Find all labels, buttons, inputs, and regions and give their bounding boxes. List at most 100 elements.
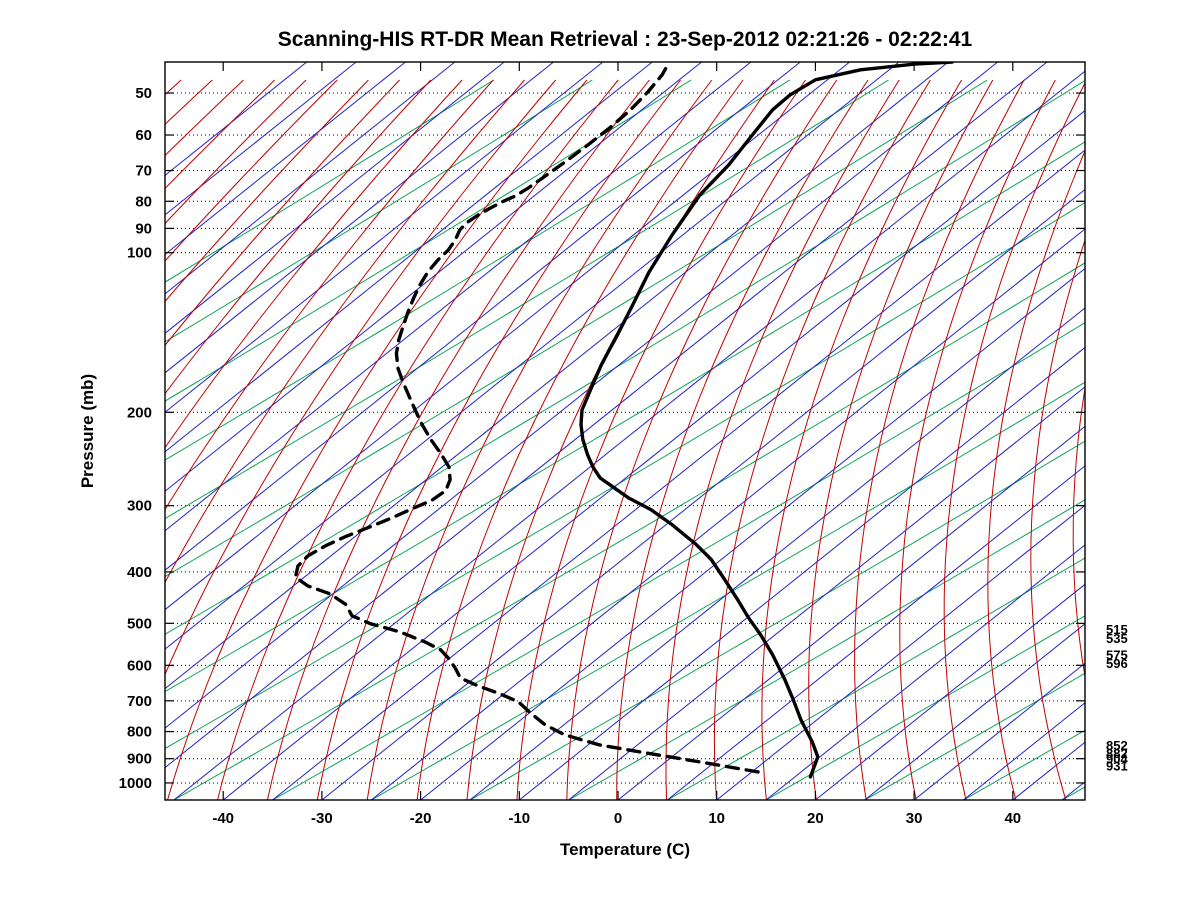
isotherm-line — [165, 141, 1085, 693]
isotherm-line — [864, 672, 1085, 800]
dry-adiabat-line — [266, 79, 650, 800]
mixing-ratio-line — [165, 62, 702, 492]
mixing-ratio-line — [765, 544, 1085, 800]
dry-adiabat-line — [808, 79, 994, 800]
x-tick-label: -10 — [508, 810, 530, 827]
y-tick-label: 100 — [127, 245, 152, 262]
y-tick-label: 60 — [135, 127, 152, 144]
isotherm-line — [165, 201, 1085, 750]
y-tick-label: 50 — [135, 85, 152, 102]
mixing-ratio-line — [165, 62, 900, 650]
level-annotation: 931 — [1106, 758, 1128, 773]
mixing-ratio-line — [165, 62, 554, 374]
dry-adiabat-line — [316, 79, 681, 800]
mixing-ratio-line — [716, 504, 1085, 800]
mixing-ratio-line — [1061, 781, 1085, 800]
dry-adiabat-line — [165, 79, 182, 96]
x-tick-label: -20 — [410, 810, 432, 827]
y-tick-label: 300 — [127, 498, 152, 515]
dry-adiabat-line — [665, 79, 900, 800]
mixing-ratio-line — [370, 228, 1085, 800]
mixing-ratio-line — [518, 346, 1085, 800]
dry-adiabat-line — [616, 79, 869, 800]
x-tick-label: 30 — [906, 810, 923, 827]
dry-adiabat-line — [943, 81, 1085, 800]
mixing-ratio-line — [165, 62, 456, 295]
mixing-ratio-line — [165, 62, 998, 729]
y-tick-label: 1000 — [119, 775, 152, 792]
mixing-ratio-line — [165, 62, 653, 453]
mixing-ratio-line — [469, 307, 1085, 800]
mixing-ratio-line — [321, 188, 1085, 800]
y-tick-label: 900 — [127, 751, 152, 768]
y-tick-label: 800 — [127, 724, 152, 741]
mixing-ratio-line — [165, 62, 406, 256]
mixing-ratio-line — [913, 662, 1085, 800]
isotherm-line — [765, 615, 1085, 800]
mixing-ratio-line — [963, 702, 1085, 800]
mixing-ratio-line — [165, 62, 1048, 769]
level-annotation: 575 — [1106, 648, 1128, 663]
dry-adiabat-line — [416, 79, 744, 800]
x-tick-label: 10 — [708, 810, 725, 827]
isotherm-line — [272, 322, 1085, 800]
isotherm-line — [1061, 786, 1085, 800]
isotherm-line — [165, 79, 593, 343]
dry-adiabat-line — [516, 79, 806, 800]
mixing-ratio-line — [222, 109, 1085, 800]
dry-adiabat-line — [165, 79, 463, 449]
dry-adiabat-line — [761, 79, 963, 800]
mixing-ratio-line — [667, 465, 1085, 800]
temperature-curve — [579, 62, 954, 779]
mixing-ratio-line — [165, 62, 949, 690]
dry-adiabat-line — [165, 79, 557, 676]
isotherm-line — [165, 79, 1085, 635]
y-tick-label: 500 — [127, 615, 152, 632]
isotherm-line — [173, 262, 1085, 800]
dry-adiabat-line — [165, 79, 400, 347]
dry-adiabat-line — [165, 79, 307, 225]
dry-adiabat-line — [165, 79, 369, 303]
isotherm-line — [469, 440, 1085, 800]
dry-adiabat-line — [1072, 385, 1085, 680]
dry-adiabat-line — [165, 79, 525, 584]
y-tick-label: 80 — [135, 193, 152, 210]
dry-adiabat-line — [713, 79, 931, 800]
level-annotation: 535 — [1106, 631, 1128, 646]
dry-adiabat-line — [899, 79, 1056, 800]
mixing-ratio-line — [173, 70, 1085, 800]
plot-border — [164, 61, 1086, 801]
dewpoint-curve — [293, 62, 760, 774]
dry-adiabat-line — [466, 79, 775, 800]
level-annotation: 596 — [1106, 656, 1128, 671]
level-annotation: 882 — [1106, 746, 1128, 761]
mixing-ratio-line — [815, 583, 1085, 800]
y-tick-label: 700 — [127, 693, 152, 710]
y-tick-label: 90 — [135, 220, 152, 237]
plot-lines — [165, 62, 1085, 800]
x-tick-label: 40 — [1004, 810, 1021, 827]
dry-adiabat-line — [167, 79, 588, 800]
y-tick-label: 600 — [127, 657, 152, 674]
level-annotation: 904 — [1106, 752, 1128, 767]
dry-adiabat-line — [165, 79, 494, 511]
mixing-ratio-line — [420, 267, 1085, 800]
mixing-ratio-line — [165, 62, 357, 216]
dry-adiabat-line — [566, 79, 838, 800]
isotherm-line — [568, 499, 1085, 800]
dry-adiabat-line — [366, 79, 713, 800]
dry-adiabat-line — [165, 79, 244, 157]
mixing-ratio-line — [165, 62, 752, 532]
mixing-ratio-line — [864, 623, 1085, 800]
dry-adiabat-line — [165, 79, 432, 395]
level-annotation: 515 — [1106, 622, 1128, 637]
x-tick-label: 20 — [807, 810, 824, 827]
mixing-ratio-line — [272, 149, 1085, 800]
isotherm-line — [165, 79, 494, 283]
isotherm-line — [667, 557, 1085, 800]
y-tick-label: 200 — [127, 404, 152, 421]
mixing-ratio-line — [568, 386, 1085, 800]
y-tick-label: 400 — [127, 564, 152, 581]
